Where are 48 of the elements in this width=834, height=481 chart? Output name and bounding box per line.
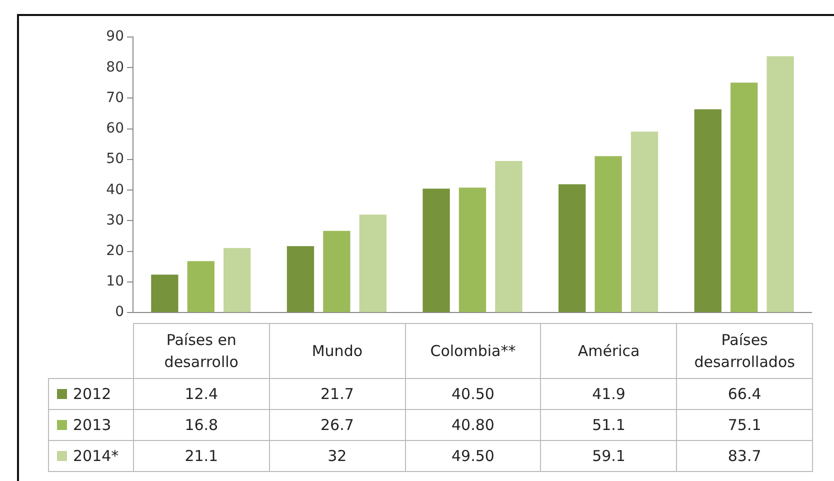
- legend-label: 2012: [73, 385, 112, 403]
- data-label: 66.4: [676, 378, 812, 410]
- data-label: 21.7: [269, 378, 406, 410]
- data-label: 40.80: [405, 410, 541, 440]
- x-tick-label: Colombia**: [405, 324, 541, 378]
- bar: [694, 109, 722, 312]
- bar: [594, 156, 622, 312]
- legend-label: 2013: [73, 416, 112, 434]
- y-tick-label: 20: [106, 242, 124, 259]
- y-tick-label: 40: [106, 182, 124, 198]
- data-label: 12.4: [134, 378, 270, 410]
- y-tick-label: 70: [106, 90, 124, 106]
- bar: [151, 274, 178, 312]
- data-label: 32: [269, 440, 406, 472]
- bar: [359, 214, 386, 312]
- y-tick-label: 80: [106, 59, 124, 76]
- y-tick-label: 90: [106, 28, 124, 45]
- bar: [323, 230, 350, 312]
- y-tick-label: 50: [106, 151, 124, 168]
- x-tick-label: Países en desarrollo: [134, 324, 270, 378]
- x-tick-label: América: [540, 324, 677, 378]
- bar: [730, 82, 758, 312]
- bar: [224, 248, 251, 312]
- bar: [630, 132, 658, 312]
- data-label: 75.1: [676, 410, 812, 440]
- y-tick-label: 0: [115, 304, 124, 320]
- bar: [558, 184, 586, 312]
- data-label: 83.7: [676, 440, 812, 472]
- data-label: 21.1: [134, 440, 270, 472]
- x-tick-label: Países desarrollados: [676, 324, 812, 378]
- y-tick-label: 30: [106, 212, 124, 228]
- bar: [422, 188, 450, 312]
- data-label: 41.9: [540, 378, 677, 410]
- y-tick-label: 10: [106, 274, 124, 290]
- bar: [458, 188, 486, 312]
- data-label: 40.50: [405, 378, 541, 410]
- data-label: 26.7: [269, 410, 406, 440]
- x-tick-label: Mundo: [269, 324, 406, 378]
- legend-label: 2014*: [73, 447, 119, 465]
- bar: [187, 261, 214, 312]
- bar: [495, 161, 522, 312]
- y-tick-label: 60: [106, 120, 124, 137]
- data-label: 59.1: [540, 440, 677, 472]
- data-label: 16.8: [134, 410, 270, 440]
- data-label: 49.50: [405, 440, 541, 472]
- bar: [286, 246, 314, 312]
- bar: [766, 56, 794, 312]
- data-label: 51.1: [540, 410, 677, 440]
